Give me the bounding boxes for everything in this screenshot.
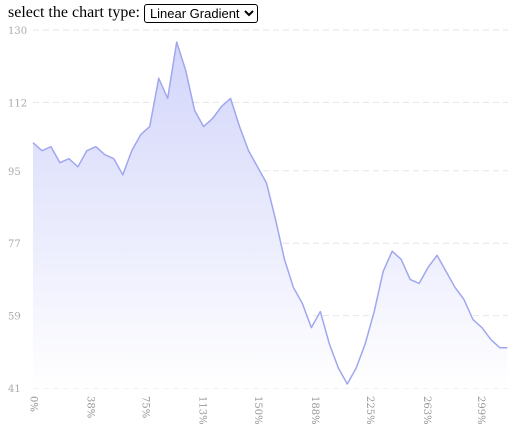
- x-tick-label: 263%: [421, 396, 432, 425]
- x-axis-ticks: 0% 38% 75% 113% 150% 188% 225% 263% 299%: [28, 396, 486, 425]
- x-tick-label: 188%: [309, 396, 320, 425]
- x-tick-label: 150%: [252, 396, 263, 425]
- x-tick-label: 113%: [197, 396, 208, 425]
- x-tick-label: 0%: [28, 396, 39, 412]
- y-tick-label: 59: [8, 312, 21, 323]
- series-area: [33, 42, 508, 388]
- x-tick-label: 225%: [364, 396, 375, 425]
- y-tick-label: 95: [8, 167, 21, 178]
- chart-type-control: select the chart type: Linear Gradient: [8, 3, 258, 23]
- x-tick-label: 38%: [84, 396, 95, 418]
- data-area: [33, 42, 508, 388]
- data-line: [32, 41, 508, 385]
- series-line: [32, 41, 508, 385]
- x-tick-label: 75%: [140, 396, 151, 418]
- y-tick-label: 77: [8, 239, 21, 250]
- x-tick-label: 299%: [475, 396, 486, 425]
- y-tick-label: 112: [8, 98, 27, 109]
- chart-type-select[interactable]: Linear Gradient: [143, 3, 258, 23]
- y-axis-ticks: 41 59 77 95 112 130: [8, 26, 27, 395]
- y-tick-label: 130: [8, 26, 27, 37]
- chart-type-label: select the chart type:: [8, 4, 140, 21]
- y-tick-label: 41: [8, 384, 21, 395]
